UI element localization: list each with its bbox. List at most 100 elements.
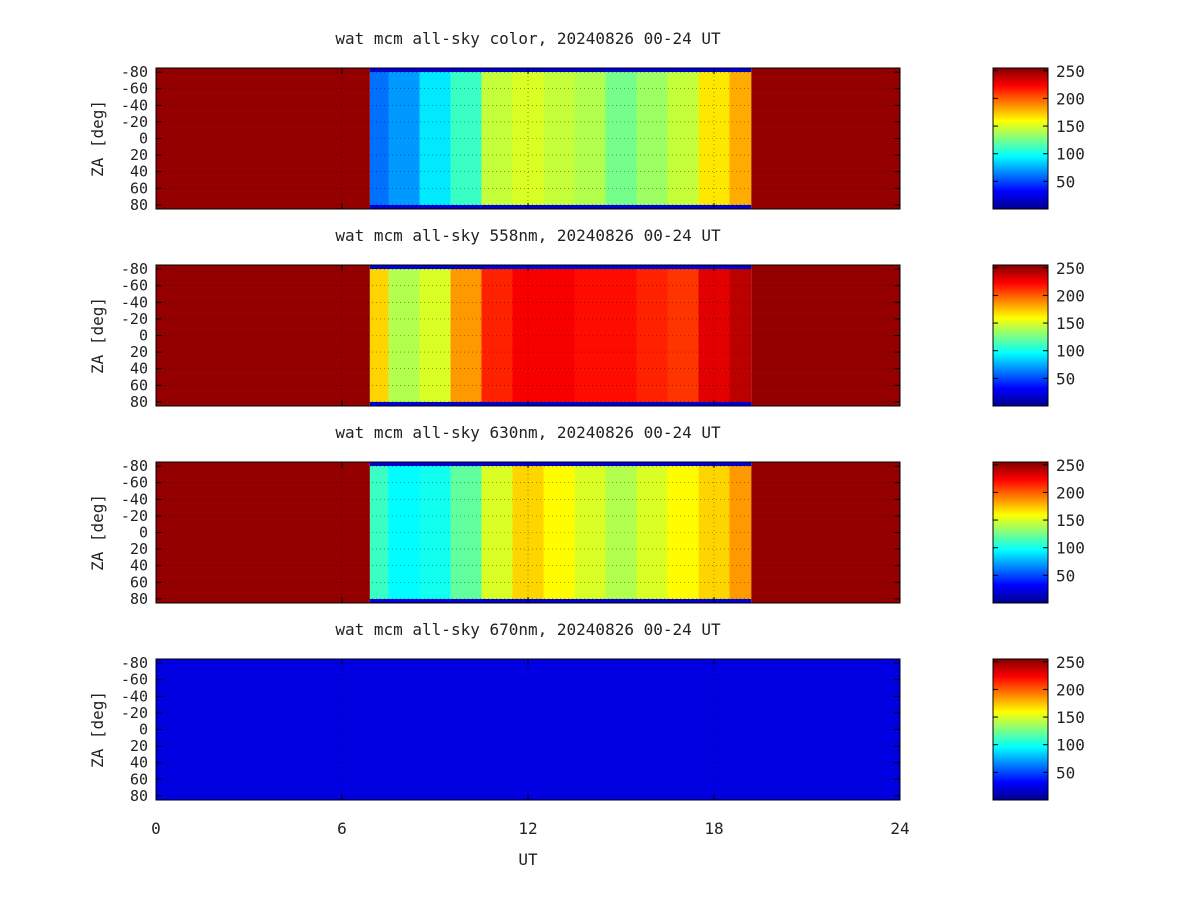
- colorbar-tick-label: 100: [1056, 736, 1085, 755]
- panel-title: wat mcm all-sky 558nm, 20240826 00-24 UT: [335, 226, 721, 245]
- heatmap-cell-night: [156, 68, 370, 209]
- heatmap-panel-4: wat mcm all-sky 670nm, 20240826 00-24 UT…: [88, 620, 1085, 805]
- colorbar: 50 100 150 200 250: [992, 259, 1085, 407]
- heatmap-cell-night: [156, 462, 370, 603]
- y-tick-label: 20: [130, 540, 148, 558]
- y-tick-label: -20: [121, 310, 148, 328]
- y-tick-label: 20: [130, 737, 148, 755]
- y-tick-label: 60: [130, 376, 148, 394]
- y-tick-label: -60: [121, 671, 148, 689]
- heatmap-cells: [156, 462, 900, 603]
- heatmap-panel-3: wat mcm all-sky 630nm, 20240826 00-24 UT…: [88, 423, 1085, 608]
- y-tick-label: 40: [130, 754, 148, 772]
- y-tick-label: 20: [130, 343, 148, 361]
- y-tick-label: 0: [139, 721, 148, 739]
- y-tick-label: 40: [130, 163, 148, 181]
- y-tick-label: -80: [121, 654, 148, 672]
- y-tick-label: 0: [139, 524, 148, 542]
- panel-title: wat mcm all-sky 630nm, 20240826 00-24 UT: [335, 423, 721, 442]
- y-tick-label: -60: [121, 277, 148, 295]
- colorbar: 50 100 150 200 250: [992, 653, 1085, 801]
- heatmap-cell-night: [751, 462, 900, 603]
- y-tick-label: 40: [130, 360, 148, 378]
- y-axis-label: ZA [deg]: [88, 297, 107, 374]
- heatmap-cell: [369, 265, 389, 406]
- colorbar-gradient: [992, 461, 1049, 604]
- colorbar-tick-label: 100: [1056, 342, 1085, 361]
- y-tick-label: 80: [130, 787, 148, 805]
- horizon-edge: [369, 205, 752, 209]
- heatmap-panel-1: wat mcm all-sky color, 20240826 00-24 UT…: [88, 29, 1085, 214]
- y-tick-label: -20: [121, 704, 148, 722]
- grid: [155, 265, 901, 406]
- panel-title: wat mcm all-sky color, 20240826 00-24 UT: [335, 29, 721, 48]
- colorbar-tick-label: 150: [1056, 314, 1085, 333]
- y-tick-label: -20: [121, 113, 148, 131]
- horizon-edge: [369, 599, 752, 603]
- y-tick-label: 80: [130, 393, 148, 411]
- x-tick-label: 0: [151, 819, 161, 838]
- y-tick-label: 60: [130, 573, 148, 591]
- heatmap-cell: [369, 462, 389, 603]
- y-tick-label: 40: [130, 557, 148, 575]
- colorbar-tick-label: 200: [1056, 680, 1085, 699]
- y-axis-label: ZA [deg]: [88, 494, 107, 571]
- panels-group: wat mcm all-sky color, 20240826 00-24 UT…: [88, 29, 1085, 805]
- horizon-edge: [369, 68, 752, 72]
- horizon-edge: [369, 462, 752, 466]
- colorbar-tick-label: 250: [1056, 259, 1085, 278]
- y-tick-label: -80: [121, 457, 148, 475]
- y-tick-label: -40: [121, 293, 148, 311]
- y-tick-label: 60: [130, 770, 148, 788]
- colorbar: 50 100 150 200 250: [992, 62, 1085, 210]
- panel-title: wat mcm all-sky 670nm, 20240826 00-24 UT: [335, 620, 721, 639]
- y-tick-label: -80: [121, 63, 148, 81]
- y-tick-label: 0: [139, 130, 148, 148]
- colorbar-tick-label: 200: [1056, 286, 1085, 305]
- y-tick-label: 20: [130, 146, 148, 164]
- colorbar-tick-label: 50: [1056, 369, 1075, 388]
- colorbar-tick-label: 50: [1056, 763, 1075, 782]
- colorbar-tick-label: 150: [1056, 708, 1085, 727]
- y-tick-label: -60: [121, 474, 148, 492]
- heatmap-cell-night: [156, 265, 370, 406]
- colorbar-tick-label: 250: [1056, 62, 1085, 81]
- shared-x-axis: 0 6 12 18 24 UT: [151, 819, 909, 869]
- colorbar-tick-label: 200: [1056, 483, 1085, 502]
- x-axis-label: UT: [518, 850, 538, 869]
- heatmap-cell: [369, 68, 389, 209]
- x-tick-label: 24: [890, 819, 909, 838]
- heatmap-cell-night: [751, 68, 900, 209]
- heatmap-cell-night: [751, 265, 900, 406]
- colorbar-tick-label: 250: [1056, 456, 1085, 475]
- colorbar-gradient: [992, 658, 1049, 801]
- horizon-edge: [369, 402, 752, 406]
- y-tick-label: -40: [121, 687, 148, 705]
- y-tick-label: -80: [121, 260, 148, 278]
- y-tick-label: -40: [121, 490, 148, 508]
- y-tick-label: -40: [121, 96, 148, 114]
- colorbar-gradient: [992, 264, 1049, 407]
- x-tick-label: 12: [518, 819, 537, 838]
- colorbar-tick-label: 250: [1056, 653, 1085, 672]
- grid: [155, 68, 901, 209]
- colorbar-tick-label: 150: [1056, 511, 1085, 530]
- x-tick-label: 6: [337, 819, 347, 838]
- y-axis-label: ZA [deg]: [88, 691, 107, 768]
- y-tick-label: 80: [130, 196, 148, 214]
- colorbar-tick-label: 50: [1056, 172, 1075, 191]
- x-tick-label: 18: [704, 819, 723, 838]
- y-tick-label: 0: [139, 327, 148, 345]
- y-tick-label: -60: [121, 80, 148, 98]
- horizon-edge: [369, 265, 752, 269]
- y-axis-label: ZA [deg]: [88, 100, 107, 177]
- y-tick-label: 80: [130, 590, 148, 608]
- colorbar-tick-label: 100: [1056, 145, 1085, 164]
- colorbar: 50 100 150 200 250: [992, 456, 1085, 604]
- colorbar-tick-label: 100: [1056, 539, 1085, 558]
- colorbar-tick-label: 50: [1056, 566, 1075, 585]
- heatmap-panel-2: wat mcm all-sky 558nm, 20240826 00-24 UT…: [88, 226, 1085, 411]
- colorbar-gradient: [992, 67, 1049, 210]
- y-tick-label: 60: [130, 179, 148, 197]
